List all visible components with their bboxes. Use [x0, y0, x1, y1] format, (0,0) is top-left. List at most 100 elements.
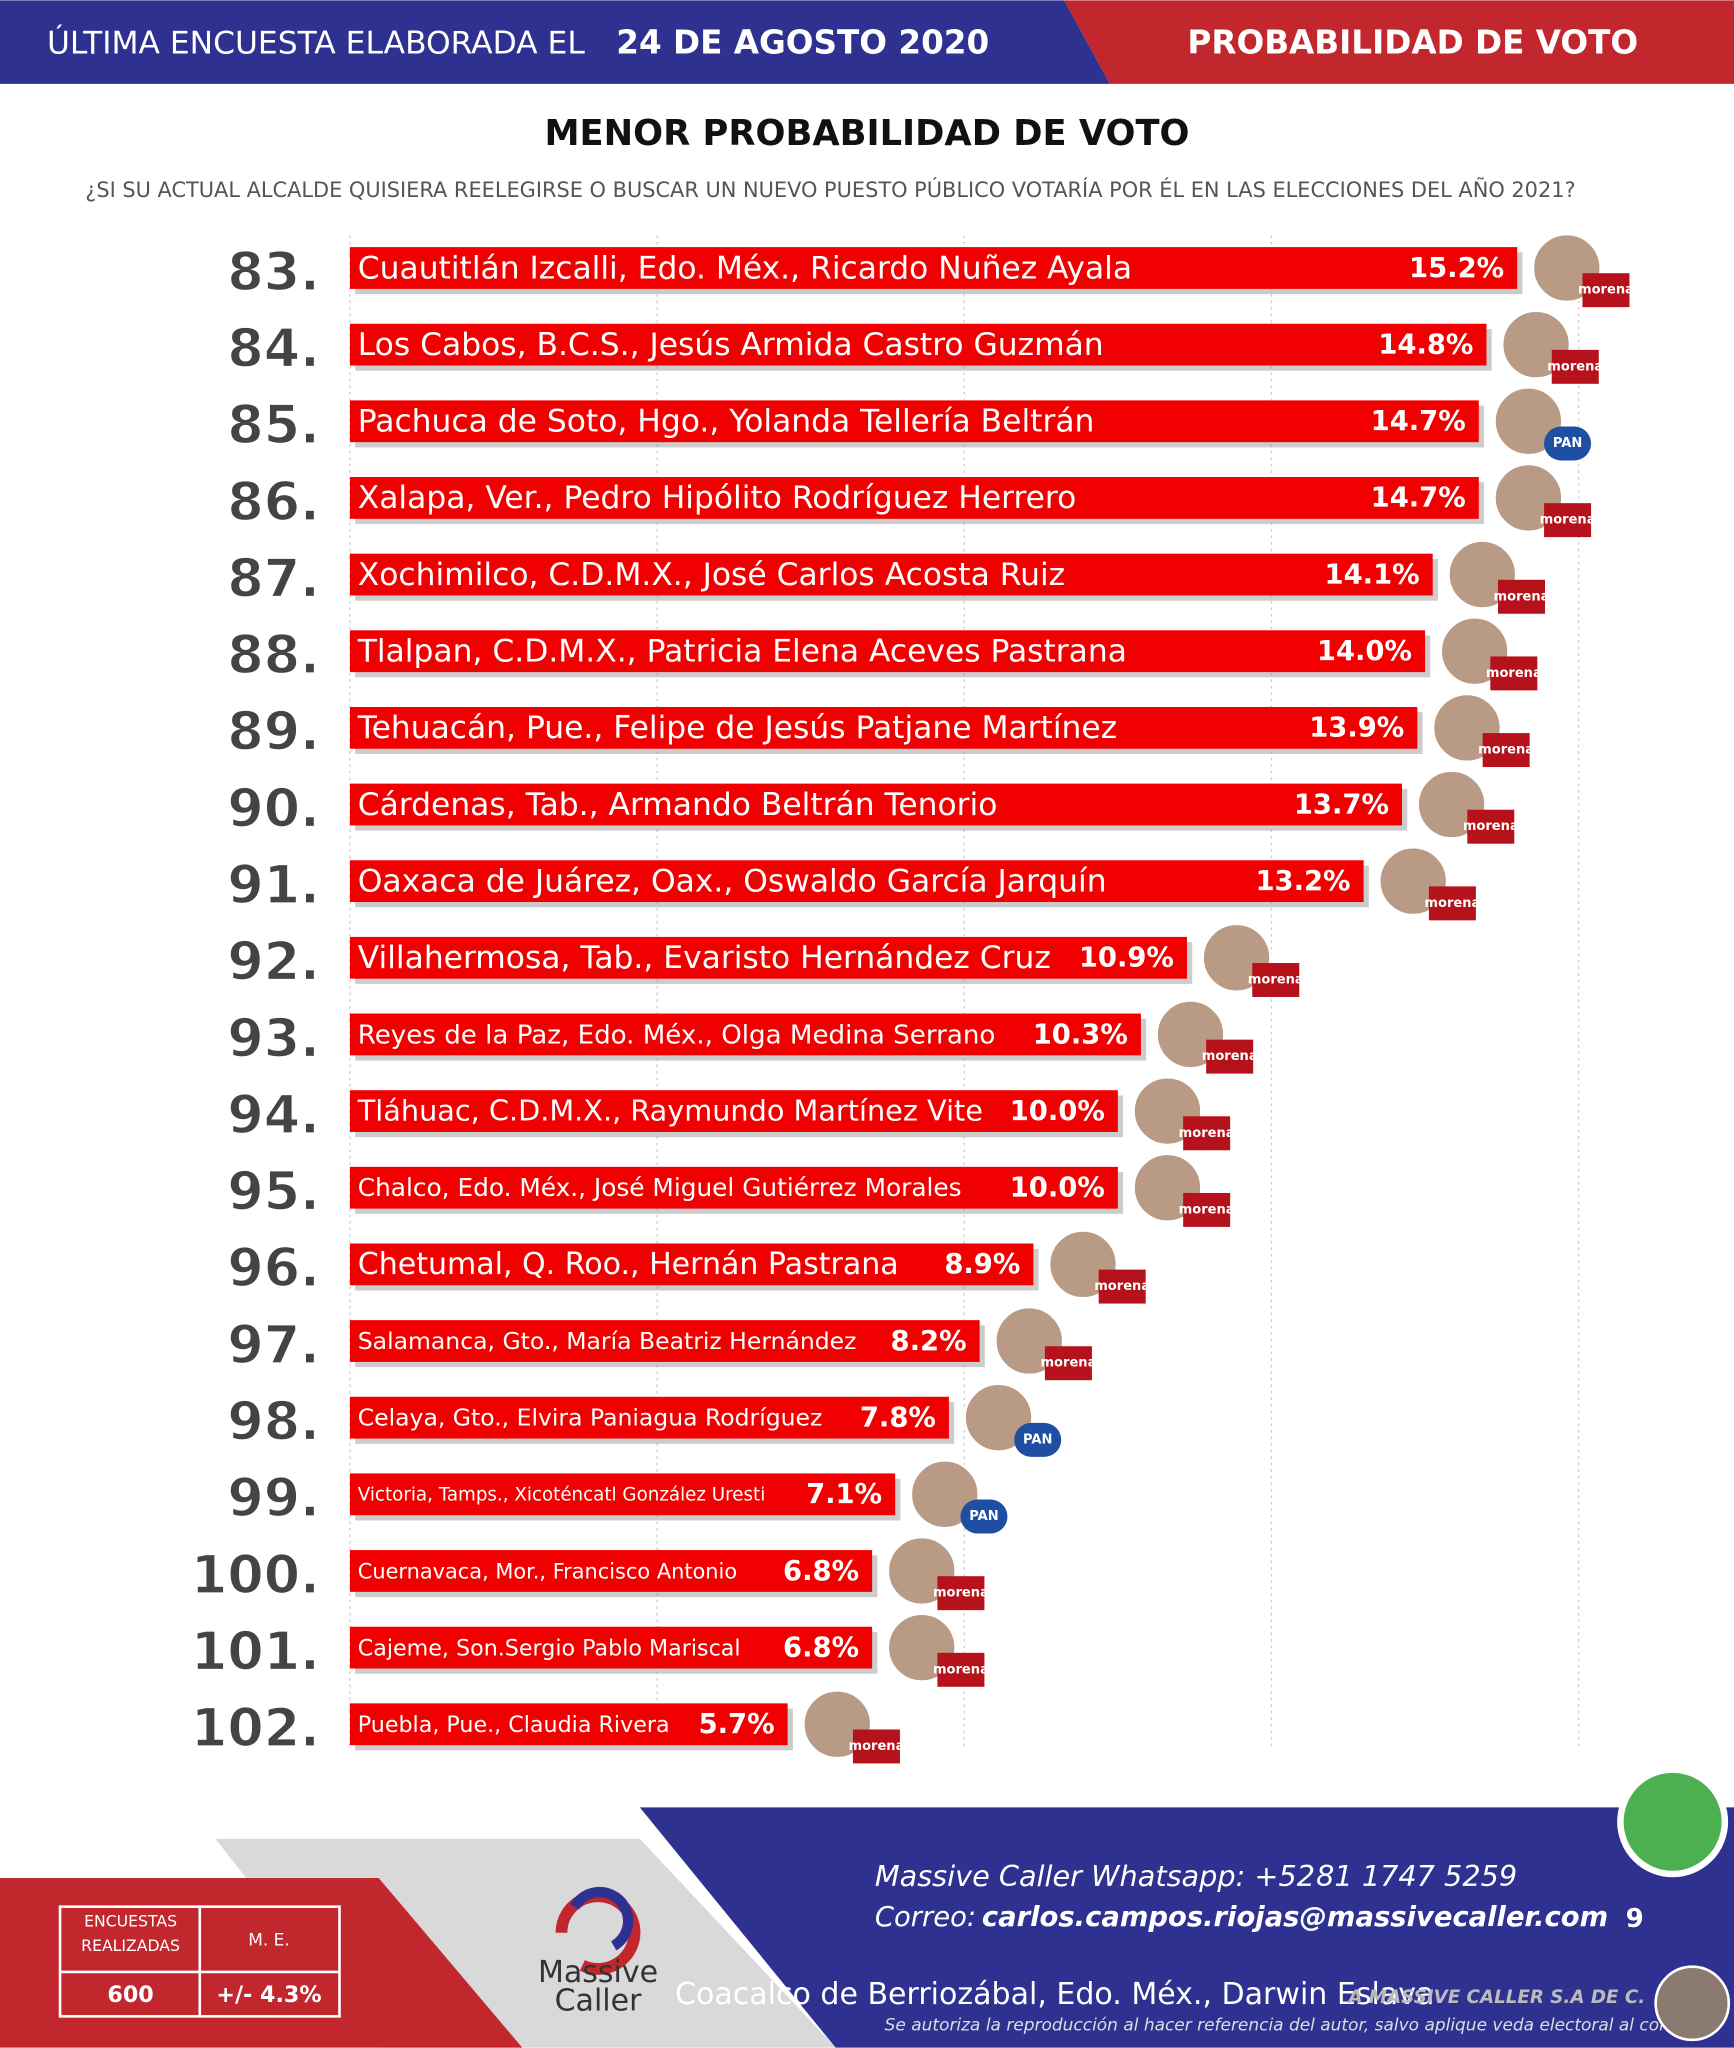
bar — [349, 553, 1433, 596]
bar-label: Reyes de la Paz, Edo. Méx., Olga Medina … — [358, 1020, 996, 1050]
surveys-label: ENCUESTAS REALIZADAS — [81, 1911, 180, 1955]
bar-label: Cárdenas, Tab., Armando Beltrán Tenorio — [358, 787, 998, 823]
value-label: 15.2% — [1409, 253, 1504, 284]
bar — [349, 783, 1402, 826]
party-logo — [1544, 503, 1592, 538]
party-label: morena — [1478, 743, 1534, 758]
party-label: morena — [1547, 359, 1603, 374]
rank-label: 94. — [227, 1086, 320, 1146]
party-logo — [1582, 273, 1630, 308]
chart-subtitle: ¿SI SU ACTUAL ALCALDE QUISIERA REELEGIRS… — [85, 176, 1575, 202]
chart-title: MENOR PROBABILIDAD DE VOTO — [544, 113, 1189, 154]
email-label: Correo: — [875, 1902, 976, 1933]
party-logo — [852, 1729, 900, 1764]
bar-label: Chetumal, Q. Roo., Hernán Pastrana — [358, 1247, 899, 1282]
brand: Massive — [538, 1955, 658, 1990]
bar-label: Tehuacán, Pue., Felipe de Jesús Patjane … — [357, 710, 1117, 746]
rank-label: 100. — [191, 1546, 320, 1606]
rank-label: 102. — [191, 1699, 320, 1759]
value-label: 10.3% — [1033, 1019, 1128, 1050]
party-logo — [1467, 809, 1515, 844]
bar — [349, 630, 1426, 673]
bar — [349, 247, 1518, 289]
value-label: 14.1% — [1325, 559, 1420, 590]
party-logo — [1183, 1192, 1231, 1227]
section-title: PROBABILIDAD DE VOTO — [1187, 24, 1638, 62]
footer-band — [639, 1807, 1734, 2048]
rank-label: 87. — [227, 549, 320, 609]
bar — [349, 1550, 873, 1592]
party-label: morena — [1494, 589, 1550, 604]
value-label: 13.2% — [1255, 866, 1350, 897]
party-label: morena — [1094, 1279, 1150, 1294]
value-label: 7.8% — [860, 1402, 936, 1433]
party-label: morena — [1424, 896, 1480, 911]
rank-label: 83. — [227, 243, 320, 303]
rank-label: 90. — [227, 779, 320, 839]
rank-label: 98. — [227, 1393, 320, 1453]
plot: 83. 15.2% Cuautitlán Izcalli, Edo. Méx., R… — [190, 232, 1634, 1764]
value-label: 7.1% — [806, 1479, 882, 1510]
caption: Coacalco de Berriozábal, Edo. Méx., Darw… — [675, 1977, 1434, 2012]
bar — [349, 1243, 1034, 1286]
bar-label: Xochimilco, C.D.M.X., José Carlos Acosta… — [358, 557, 1065, 593]
party-label: morena — [933, 1662, 989, 1677]
brand: Caller — [555, 1983, 642, 2018]
bar-label: Cuernavaca, Mor., Francisco Antonio — [358, 1559, 737, 1583]
bar — [349, 1396, 949, 1439]
rank-label: 92. — [227, 933, 320, 993]
bar-label: Victoria, Tamps., Xicoténcatl González U… — [358, 1485, 766, 1506]
bar-label: Cajeme, Son.Sergio Pablo Mariscal — [358, 1635, 741, 1661]
value-label: 6.8% — [783, 1556, 859, 1587]
party-logo — [1544, 426, 1592, 461]
rank-label: 99. — [227, 1469, 320, 1529]
whatsapp-icon[interactable] — [1617, 1766, 1729, 1878]
rank-label: 95. — [227, 1163, 320, 1223]
party-logo — [1252, 963, 1300, 997]
stats-cell: ENCUESTAS REALIZADAS — [81, 1911, 180, 1955]
party-label: morena — [1179, 1202, 1235, 1217]
bar-label: Villahermosa, Tab., Evaristo Hernández C… — [358, 940, 1051, 976]
value-label: 13.9% — [1309, 713, 1404, 744]
company: A MASSIVE CALLER S.A DE C. — [1346, 1987, 1645, 2008]
page-number: 9 — [1626, 1904, 1644, 1934]
party-label: morena — [1202, 1049, 1258, 1064]
value-label: 14.0% — [1317, 636, 1412, 667]
bar-label: Puebla, Pue., Claudia Rivera — [358, 1712, 670, 1738]
party-label: morena — [1540, 513, 1596, 528]
party-label: morena — [1248, 972, 1304, 987]
bar — [349, 1090, 1118, 1132]
survey-label: ÚLTIMA ENCUESTA ELABORADA EL — [47, 23, 585, 62]
bar — [349, 860, 1364, 903]
bar-label: Los Cabos, B.C.S., Jesús Armida Castro G… — [358, 327, 1104, 363]
bar-label: Salamanca, Gto., María Beatriz Hernández — [358, 1327, 857, 1355]
party-label: PAN — [1023, 1432, 1052, 1447]
party-logo — [937, 1576, 985, 1611]
logo — [569, 1886, 634, 1951]
party-logo — [1098, 1269, 1146, 1304]
value-label: 5.7% — [699, 1709, 775, 1740]
party-label: morena — [1463, 819, 1519, 834]
rank-label: 84. — [227, 319, 320, 379]
rank-label: 86. — [227, 473, 320, 533]
bar-label: Chalco, Edo. Méx., José Miguel Gutiérrez… — [358, 1173, 962, 1202]
bar — [349, 323, 1487, 366]
bar-label: Cuautitlán Izcalli, Edo. Méx., Ricardo N… — [358, 250, 1132, 286]
value-label: 10.0% — [1010, 1173, 1105, 1204]
value-label: 14.7% — [1371, 406, 1466, 437]
margin: +/- 4.3% — [216, 1982, 321, 2008]
party-label: morena — [1179, 1126, 1235, 1141]
bar-label: Pachuca de Soto, Hgo., Yolanda Tellería … — [358, 404, 1095, 440]
rank-label: 96. — [227, 1239, 320, 1299]
bar — [349, 477, 1479, 519]
survey-date: 24 DE AGOSTO 2020 — [616, 24, 989, 62]
party-label: morena — [1578, 283, 1634, 298]
party-label: PAN — [1553, 436, 1582, 451]
portrait — [1654, 1965, 1731, 2042]
bar — [349, 1703, 788, 1746]
rank-label: 101. — [191, 1622, 320, 1682]
header-band — [0, 0, 1110, 84]
value-label: 8.2% — [891, 1326, 967, 1357]
party-label: morena — [1040, 1356, 1096, 1371]
margin-label: M. E. — [248, 1931, 290, 1951]
